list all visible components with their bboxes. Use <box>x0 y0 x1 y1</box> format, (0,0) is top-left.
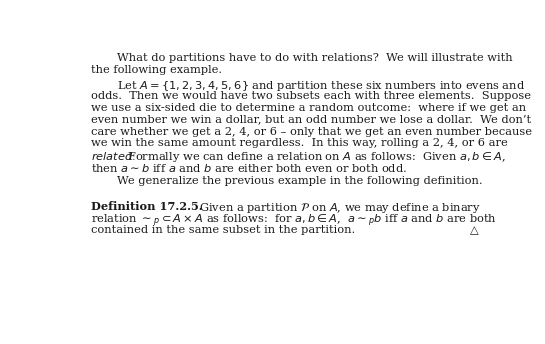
Text: even number we win a dollar, but an odd number we lose a dollar.  We don’t: even number we win a dollar, but an odd … <box>92 115 531 125</box>
Text: the following example.: the following example. <box>92 65 222 75</box>
Text: $\triangle$: $\triangle$ <box>467 225 480 237</box>
Text: odds.  Then we would have two subsets each with three elements.  Suppose: odds. Then we would have two subsets eac… <box>92 91 531 101</box>
Text: we win the same amount regardless.  In this way, rolling a 2, 4, or 6 are: we win the same amount regardless. In th… <box>92 139 508 149</box>
Text: Let $A = \{1,2,3,4,5,6\}$ and partition these six numbers into evens and: Let $A = \{1,2,3,4,5,6\}$ and partition … <box>117 79 525 93</box>
Text: care whether we get a 2, 4, or 6 – only that we get an even number because: care whether we get a 2, 4, or 6 – only … <box>92 127 532 137</box>
Text: relation $\sim_p \subset A \times A$ as follows:  for $a, b \in A$,  $a \sim_p b: relation $\sim_p \subset A \times A$ as … <box>92 213 497 229</box>
Text: contained in the same subset in the partition.: contained in the same subset in the part… <box>92 225 355 235</box>
Text: $\mathit{related.}$: $\mathit{related.}$ <box>92 150 136 162</box>
Text: What do partitions have to do with relations?  We will illustrate with: What do partitions have to do with relat… <box>117 53 512 63</box>
Text: we use a six-sided die to determine a random outcome:  where if we get an: we use a six-sided die to determine a ra… <box>92 103 526 113</box>
Text: Definition 17.2.5.: Definition 17.2.5. <box>92 201 203 212</box>
Text: Given a partition $\mathcal{P}$ on $A$, we may define a binary: Given a partition $\mathcal{P}$ on $A$, … <box>192 201 481 215</box>
Text: We generalize the previous example in the following definition.: We generalize the previous example in th… <box>117 176 482 186</box>
Text: then $a \sim b$ iff $a$ and $b$ are either both even or both odd.: then $a \sim b$ iff $a$ and $b$ are eith… <box>92 162 408 174</box>
Text: Formally we can define a relation on $A$ as follows:  Given $a, b \in A$,: Formally we can define a relation on $A$… <box>120 150 506 164</box>
